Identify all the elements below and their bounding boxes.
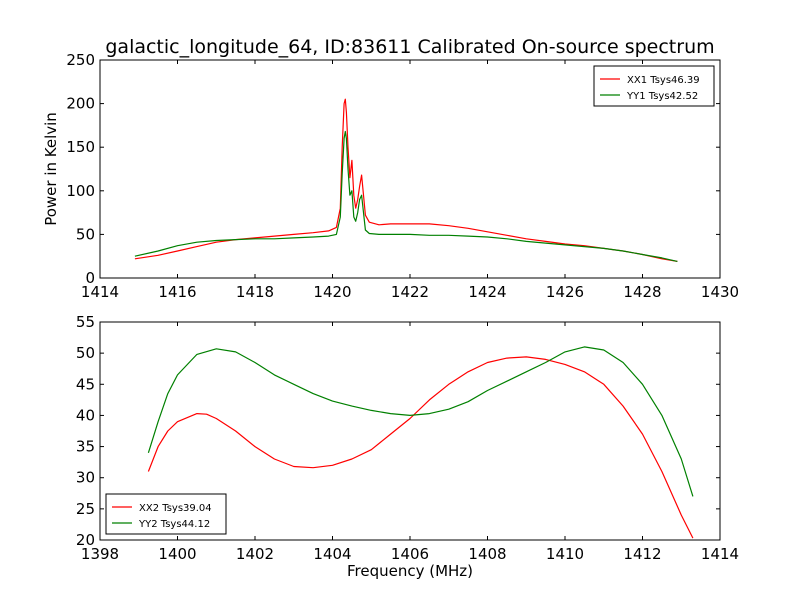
x-tick-label: 1398 bbox=[81, 545, 119, 563]
x-tick-label: 1420 bbox=[313, 283, 351, 301]
x-tick-label: 1424 bbox=[468, 283, 506, 301]
top-y-axis-label: Power in Kelvin bbox=[42, 112, 60, 226]
x-tick-label: 1426 bbox=[546, 283, 584, 301]
top-spectrum-plot: 1414 1416 1418 1420 1422 1424 1426 1428 1430 0 50 1… bbox=[66, 51, 739, 301]
x-tick-label: 1410 bbox=[546, 545, 584, 563]
y-tick-label: 40 bbox=[76, 406, 95, 424]
y-tick-label: 250 bbox=[66, 51, 95, 69]
x-tick-label: 1416 bbox=[158, 283, 196, 301]
y-tick-label: 50 bbox=[76, 344, 95, 362]
x-tick-label: 1400 bbox=[158, 545, 196, 563]
y-tick-label: 0 bbox=[85, 269, 95, 287]
legend-label: YY1 Tsys42.52 bbox=[626, 91, 698, 102]
y-tick-label: 100 bbox=[66, 182, 95, 200]
y-tick-label: 50 bbox=[76, 225, 95, 243]
legend-box bbox=[593, 65, 715, 107]
y-tick-label: 35 bbox=[76, 438, 95, 456]
x-tick-label: 1418 bbox=[236, 283, 274, 301]
series-line-2 bbox=[147, 346, 694, 497]
x-tick-label: 1428 bbox=[623, 283, 661, 301]
chart-title: galactic_longitude_64, ID:83611 Calibrat… bbox=[105, 36, 714, 58]
x-tick-label: 1414 bbox=[701, 545, 739, 563]
x-tick-label: 1430 bbox=[701, 283, 739, 301]
x-axis-label: Frequency (MHz) bbox=[347, 562, 473, 580]
legend-box bbox=[105, 493, 227, 535]
y-tick-label: 20 bbox=[76, 531, 95, 549]
series-line-1 bbox=[147, 356, 694, 539]
series-line-2 bbox=[134, 130, 678, 262]
y-tick-label: 25 bbox=[76, 500, 95, 518]
bottom-spectrum-plot: 1398 1400 1402 1404 1406 1408 1410 1412 1414 20 25… bbox=[76, 313, 739, 563]
x-tick-label: 1412 bbox=[623, 545, 661, 563]
y-tick-label: 30 bbox=[76, 469, 95, 487]
x-tick-label: 1404 bbox=[313, 545, 351, 563]
x-tick-label: 1406 bbox=[391, 545, 429, 563]
x-tick-label: 1422 bbox=[391, 283, 429, 301]
legend: XX2 Tsys39.04 YY2 Tsys44.12 bbox=[105, 493, 227, 535]
series-line-1 bbox=[134, 98, 678, 262]
y-tick-label: 45 bbox=[76, 375, 95, 393]
y-tick-label: 200 bbox=[66, 95, 95, 113]
y-tick-label: 150 bbox=[66, 138, 95, 156]
y-tick-label: 55 bbox=[76, 313, 95, 331]
legend-label: YY2 Tsys44.12 bbox=[138, 519, 210, 530]
x-tick-label: 1408 bbox=[468, 545, 506, 563]
legend: XX1 Tsys46.39 YY1 Tsys42.52 bbox=[593, 65, 715, 107]
legend-label: XX1 Tsys46.39 bbox=[627, 75, 700, 86]
legend-label: XX2 Tsys39.04 bbox=[139, 503, 212, 514]
x-tick-label: 1402 bbox=[236, 545, 274, 563]
x-tick-label: 1414 bbox=[81, 283, 119, 301]
